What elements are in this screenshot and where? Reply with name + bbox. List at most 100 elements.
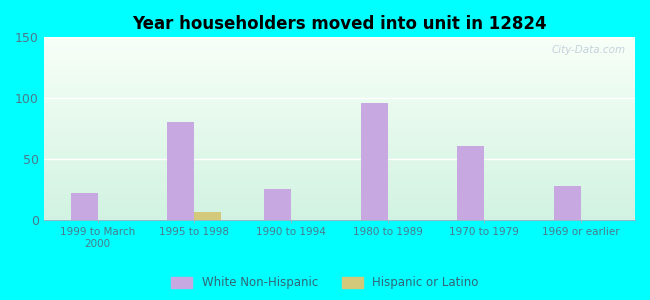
Bar [44,195,635,196]
Bar [44,192,635,193]
Bar [44,111,635,112]
Bar [44,149,635,150]
Bar [44,213,635,214]
Bar [44,80,635,81]
Bar [44,154,635,155]
Bar [44,52,635,53]
Bar [44,147,635,148]
Bar [361,103,387,220]
Bar [44,62,635,63]
Bar [44,172,635,173]
Bar [44,85,635,86]
Bar [194,212,222,220]
Bar [44,105,635,106]
Bar [44,202,635,203]
Bar [44,153,635,154]
Bar [44,39,635,40]
Bar [44,50,635,51]
Bar [44,160,635,161]
Bar [44,160,635,161]
Bar [44,155,635,156]
Bar [44,187,635,188]
Bar [44,197,635,198]
Bar [44,94,635,95]
Bar [44,67,635,68]
Bar [44,174,635,175]
Bar [44,121,635,122]
Bar [44,176,635,177]
Bar [44,125,635,126]
Bar [44,178,635,179]
Bar [44,100,635,101]
Bar [44,93,635,94]
Bar [44,76,635,77]
Bar [167,122,194,220]
Bar [44,145,635,146]
Bar [44,58,635,59]
Bar [44,165,635,166]
Bar [44,107,635,108]
Bar [44,110,635,111]
Bar [44,204,635,205]
Bar [44,42,635,43]
Bar [44,66,635,67]
Bar [44,162,635,163]
Bar [44,152,635,153]
Bar [44,97,635,98]
Bar [44,46,635,47]
Bar [44,208,635,209]
Bar [44,194,635,195]
Text: City-Data.com: City-Data.com [552,45,626,55]
Bar [44,200,635,201]
Bar [44,95,635,96]
Bar [458,146,484,220]
Bar [44,140,635,141]
Bar [44,136,635,137]
Bar [44,90,635,91]
Bar [44,199,635,200]
Bar [44,103,635,104]
Bar [44,102,635,103]
Bar [44,104,635,105]
Bar [44,189,635,190]
Bar [44,119,635,120]
Bar [44,49,635,50]
Bar [44,219,635,220]
Bar [44,142,635,143]
Bar [44,89,635,90]
Bar [44,168,635,169]
Bar [44,170,635,171]
Bar [44,205,635,206]
Bar [44,215,635,216]
Bar [44,217,635,218]
Bar [44,99,635,100]
Bar [44,113,635,114]
Bar [44,74,635,75]
Bar [44,61,635,62]
Bar [44,161,635,162]
Bar [44,207,635,208]
Bar [44,77,635,78]
Bar [44,116,635,117]
Bar [44,169,635,170]
Bar [44,43,635,44]
Bar [44,186,635,187]
Bar [44,210,635,211]
Bar [44,137,635,138]
Bar [44,78,635,79]
Bar [44,182,635,183]
Bar [264,189,291,220]
Bar [44,132,635,133]
Bar [44,68,635,69]
Bar [44,63,635,64]
Bar [44,37,635,38]
Bar [44,141,635,142]
Bar [44,148,635,149]
Bar [44,130,635,131]
Bar [44,185,635,186]
Bar [44,198,635,199]
Bar [44,127,635,128]
Bar [44,209,635,210]
Bar [44,56,635,57]
Bar [44,190,635,191]
